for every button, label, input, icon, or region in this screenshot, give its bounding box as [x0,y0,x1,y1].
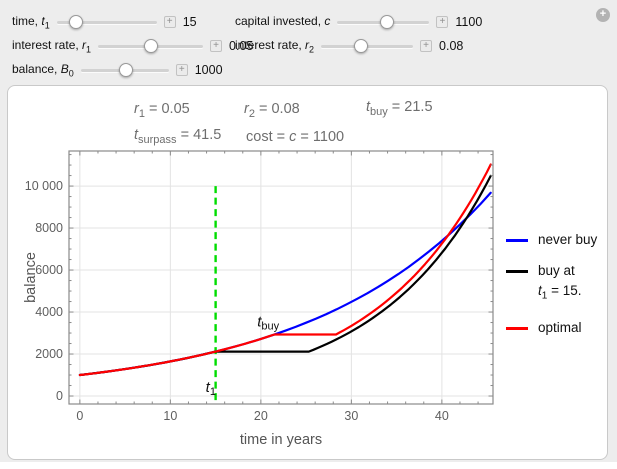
slider-value-interest-r2: 0.08 [439,39,464,53]
stepper-open-icon[interactable]: + [436,16,449,28]
stat-r2: r2 = 0.08 [244,101,300,120]
stat-t-buy: tbuy = 21.5 [366,99,433,118]
legend-label-buy-at-t1: buy at t1 = 15. [538,263,582,302]
slider-track-balance-b0[interactable] [80,62,169,77]
legend-key-black [506,270,528,273]
slider-value-time-t1: 15 [182,15,197,29]
slider-label-interest-r1: interest rate, r1 [12,37,92,55]
annotation-t1: t1 [206,379,216,398]
slider-value-capital-c: 1100 [455,15,483,29]
curve-buy-at-t1-15- [78,174,492,377]
axis-labels: 0 10 20 30 40 0 2000 4000 6000 8000 10 000 time in … [23,179,449,448]
legend-key-blue [506,239,528,242]
slider-row-balance-b0: balance, B0 + 1000 [12,58,253,82]
svg-text:0: 0 [76,409,83,423]
curve-optimal [78,163,492,377]
slider-thumb-balance-b0[interactable] [118,62,133,77]
stat-r1: r1 = 0.05 [134,101,190,120]
slider-track-interest-r1[interactable] [98,38,204,53]
legend-label-optimal: optimal [538,319,582,335]
slider-row-capital-c: capital invested, c + 1100 [235,10,482,34]
svg-text:2000: 2000 [35,347,63,361]
plot-frame [68,150,494,405]
svg-text:4000: 4000 [35,305,63,319]
svg-text:30: 30 [344,409,358,423]
slider-value-balance-b0: 1000 [194,63,223,77]
slider-label-time-t1: time, t1 [12,13,50,31]
control-column-right: capital invested, c + 1100 interest rate… [235,10,482,58]
slider-label-interest-r2: interest rate, r2 [235,37,315,55]
control-panel: time, t1 + 15 interest rate, r1 + 0.05 b… [0,0,617,85]
gridlines [69,151,493,404]
curve-never-buy [78,191,492,377]
slider-label-balance-b0: balance, B0 [12,61,74,79]
slider-row-time-t1: time, t1 + 15 [12,10,253,34]
stat-cost: cost = c = 1100 [246,129,345,145]
demonstration-panel: r1 = 0.05 r2 = 0.08 tbuy = 21.5 tsurpass… [7,85,608,460]
manipulate-plus-icon[interactable]: + [596,8,610,22]
plot-area: 0 10 20 30 40 0 2000 4000 6000 8000 10 000 time in … [21,146,521,456]
svg-text:20: 20 [254,409,268,423]
slider-thumb-capital-c[interactable] [380,14,395,29]
svg-text:40: 40 [435,409,449,423]
stat-t-surpass: tsurpass = 41.5 [134,127,222,146]
svg-text:0: 0 [56,389,63,403]
stepper-open-icon[interactable]: + [163,16,176,28]
slider-label-capital-c: capital invested, c [235,13,331,28]
slider-track-interest-r2[interactable] [321,38,414,53]
stepper-open-icon[interactable]: + [420,40,433,52]
slider-thumb-interest-r2[interactable] [353,38,368,53]
svg-text:10 000: 10 000 [25,179,63,193]
slider-row-interest-r2: interest rate, r2 + 0.08 [235,34,482,58]
svg-text:10: 10 [163,409,177,423]
stepper-open-icon[interactable]: + [175,64,188,76]
svg-text:8000: 8000 [35,221,63,235]
legend-key-red [506,326,528,330]
annotation-tbuy: tbuy [257,314,279,333]
slider-track-time-t1[interactable] [56,14,157,29]
stepper-open-icon[interactable]: + [210,40,223,52]
frame-ticks [69,151,493,404]
plot-legend: never buy buy at t1 = 15. optimal [506,230,606,349]
legend-label-never-buy: never buy [538,232,598,247]
legend-item-buy-at-t1: buy at t1 = 15. [506,261,606,307]
legend-item-optimal: optimal [506,318,606,338]
balance-chart: 0 10 20 30 40 0 2000 4000 6000 8000 10 000 time in … [23,150,494,448]
slider-thumb-interest-r1[interactable] [143,38,158,53]
slider-value-interest-r1: 0.05 [229,39,254,53]
slider-track-capital-c[interactable] [337,14,430,29]
slider-row-interest-r1: interest rate, r1 + 0.05 [12,34,253,58]
x-axis-title: time in years [240,432,322,448]
legend-item-never-buy: never buy [506,230,606,250]
y-axis-title: balance [23,252,39,303]
svg-text:6000: 6000 [35,263,63,277]
control-column-left: time, t1 + 15 interest rate, r1 + 0.05 b… [12,10,253,82]
slider-thumb-time-t1[interactable] [68,14,83,29]
